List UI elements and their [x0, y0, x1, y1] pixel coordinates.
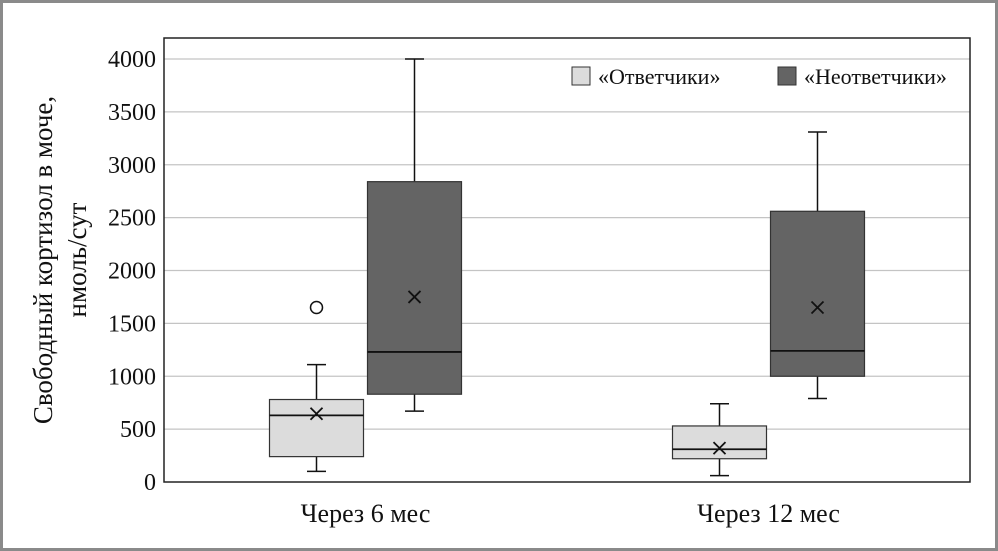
box-iqr	[366, 181, 463, 395]
mean-marker	[309, 407, 324, 421]
x-axis-categories: Через 6 мес Через 12 мес	[301, 499, 840, 528]
box-1-0	[366, 58, 463, 412]
y-axis-ticks: 0 500 1000 1500 2000 2500 3000 3500 4000	[108, 47, 156, 496]
y-tick-label: 1000	[108, 364, 156, 390]
legend-swatch-nonresponders	[777, 66, 797, 86]
mean-marker	[712, 441, 727, 455]
plot-area-border	[163, 37, 971, 483]
y-axis-label-line2: нмоль/сут	[62, 202, 92, 317]
y-tick-label: 3500	[108, 100, 156, 126]
y-tick-label: 1500	[108, 311, 156, 337]
legend-label-responders: «Ответчики»	[598, 64, 720, 89]
y-tick-label: 500	[120, 417, 156, 443]
legend-swatch-responders	[571, 66, 591, 86]
y-tick-label: 2500	[108, 206, 156, 232]
y-tick-label: 3000	[108, 153, 156, 179]
y-tick-label: 4000	[108, 47, 156, 73]
x-category-label: Через 6 мес	[301, 499, 431, 528]
y-tick-label: 0	[144, 470, 156, 496]
box-plots	[268, 58, 866, 477]
box-0-0	[268, 300, 365, 473]
box-iqr	[268, 398, 365, 458]
y-axis-label-line1: Свободный кортизол в моче,	[28, 96, 58, 424]
box-iqr	[671, 425, 768, 460]
box-0-1	[671, 402, 768, 477]
outlier-point	[309, 300, 324, 315]
mean-marker	[407, 290, 422, 304]
legend-label-nonresponders: «Неответчики»	[804, 64, 947, 89]
y-tick-label: 2000	[108, 259, 156, 285]
x-category-label: Через 12 мес	[697, 499, 840, 528]
box-iqr	[769, 210, 866, 377]
legend: «Ответчики» «Неответчики»	[571, 64, 947, 89]
mean-marker	[810, 300, 825, 315]
box-1-1	[769, 131, 866, 400]
